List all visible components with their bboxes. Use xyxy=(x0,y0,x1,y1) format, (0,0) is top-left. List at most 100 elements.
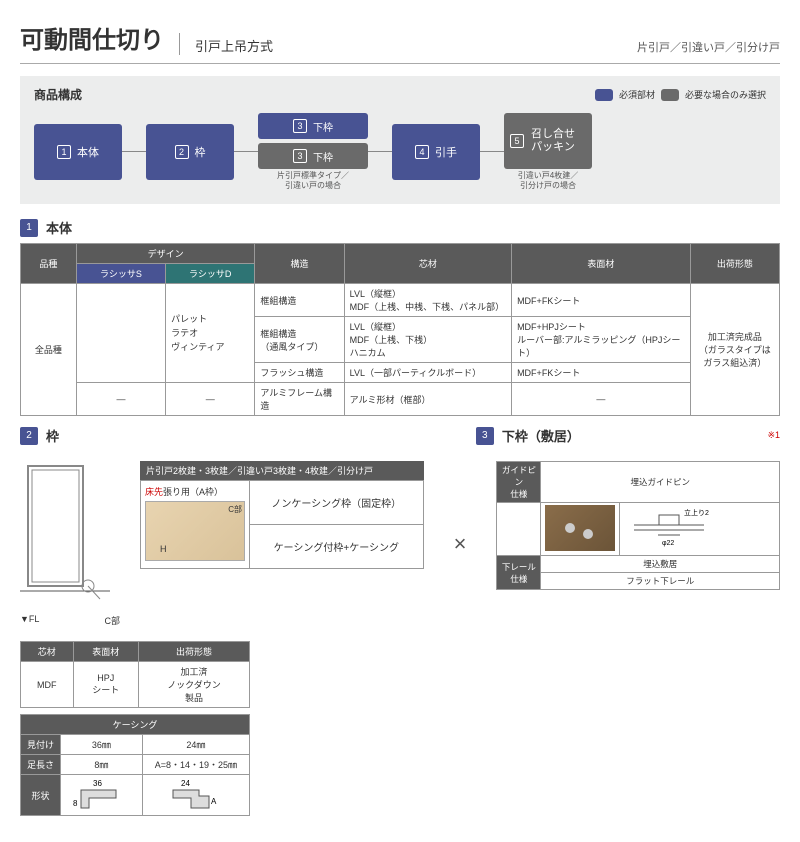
frame-opt-2: ケーシング付枠+ケーシング xyxy=(250,525,424,569)
rail-th-lower: 下レール 仕様 xyxy=(497,556,541,590)
yukasaki-red: 床先 xyxy=(145,487,163,497)
rail-section: ガイドピン 仕様 埋込ガイドピン 立上り2 φ22 xyxy=(496,461,780,590)
section-3-header: 3 下枠（敷居） ※1 xyxy=(476,426,780,445)
page-header: 可動間仕切り 引戸上吊方式 片引戸／引違い戸／引分け戸 xyxy=(20,20,780,64)
cell-k3: フラッシュ構造 xyxy=(255,363,344,383)
flow-box-1: 1本体 xyxy=(34,124,122,180)
section-2-label: 枠 xyxy=(46,426,59,445)
th-shinzai: 芯材 xyxy=(344,244,511,284)
mt-h1: 芯材 xyxy=(21,642,74,662)
frame-tables: 片引戸2枚建・3枚建／引違い戸3枚建・4枚建／引分け戸 床先張り用（A枠） C部… xyxy=(140,461,424,569)
section-3-label: 下枠（敷居） xyxy=(502,426,580,445)
th-hyoumen: 表面材 xyxy=(512,244,691,284)
cell-k4: アルミフレーム構造 xyxy=(255,383,344,416)
table-main-body: 品種 デザイン 構造 芯材 表面材 出荷形態 ラシッサS ラシッサD 全品種 パ… xyxy=(20,243,780,416)
casing-table: ケーシング 見付け 36㎜ 24㎜ 足長さ 8㎜ A=8・14・19・25㎜ 形… xyxy=(20,714,250,816)
badge-3: 3 xyxy=(476,427,494,445)
ct-r1v1: 36㎜ xyxy=(61,735,143,755)
rail-photo xyxy=(545,505,615,551)
cell-h2: MDF+HPJシート ルーバー部:アルミラッピング（HPJシート） xyxy=(512,317,691,363)
shape-1: 36 8 xyxy=(71,778,131,812)
frame-diagram: ▼FL C部 xyxy=(20,461,120,627)
cell-design-d: パレット ラテオ ヴィンティア xyxy=(166,284,255,383)
cell-h3: MDF+FKシート xyxy=(512,363,691,383)
cell-design-s-blank xyxy=(76,284,165,383)
ct-h: ケーシング xyxy=(21,715,250,735)
rail-th-guide: ガイドピン 仕様 xyxy=(497,462,541,503)
rail-r2: フラット下レール xyxy=(541,573,780,590)
badge-1: 1 xyxy=(20,219,38,237)
svg-text:8: 8 xyxy=(73,799,78,808)
times-icon: × xyxy=(444,531,477,557)
rail-cross-section: 立上り2 φ22 xyxy=(624,505,714,551)
svg-text:立上り2: 立上り2 xyxy=(684,508,709,517)
cell-h4: — xyxy=(512,383,691,416)
frame-opt-1: ノンケーシング枠（固定枠） xyxy=(250,480,424,525)
th-kouzou: 構造 xyxy=(255,244,344,284)
shape-2: 24 A xyxy=(161,778,231,812)
cell-k1: 框組構造 xyxy=(255,284,344,317)
caption-5: 引違い戸4枚建／ 引分け戸の場合 xyxy=(518,171,578,190)
cell-s3: LVL（一部パーティクルボード） xyxy=(344,363,511,383)
frame-svg xyxy=(20,461,110,611)
rail-r1: 埋込敷居 xyxy=(541,556,780,573)
ct-r1v2: 24㎜ xyxy=(142,735,249,755)
cell-s1: LVL（縦框） MDF（上桟、中桟、下桟、パネル部） xyxy=(344,284,511,317)
mt-c1: MDF xyxy=(21,662,74,708)
ct-r3: 形状 xyxy=(21,775,61,816)
svg-text:φ22: φ22 xyxy=(662,540,674,547)
cell-s4: アルミ形材（框部） xyxy=(344,383,511,416)
mt-h3: 出荷形態 xyxy=(138,642,249,662)
section-2-header: 2 枠 xyxy=(20,426,446,445)
caption-3: 片引戸標準タイプ／ 引違い戸の場合 xyxy=(277,171,349,190)
material-table: 芯材 表面材 出荷形態 MDF HPJ シート 加工済 ノックダウン 製品 xyxy=(20,641,250,708)
flow-box-2: 2枠 xyxy=(146,124,234,180)
section-1-header: 1 本体 xyxy=(20,218,780,237)
cbu-label: C部 xyxy=(105,614,121,627)
bottom-tables: 芯材 表面材 出荷形態 MDF HPJ シート 加工済 ノックダウン 製品 ケー… xyxy=(20,641,250,816)
ct-r1: 見付け xyxy=(21,735,61,755)
flow-box-3a: 3下枠 xyxy=(258,113,368,139)
legend-required: 必須部材 xyxy=(619,88,655,101)
flow-diagram: 1本体 2枠 3下枠 3下枠 片引戸標準タイプ／ 引違い戸の場合 4引手 5召し… xyxy=(34,113,766,190)
th-lasissa-d: ラシッサD xyxy=(166,264,255,284)
rail-table: ガイドピン 仕様 埋込ガイドピン 立上り2 φ22 xyxy=(496,461,780,590)
frame-tab-header: 片引戸2枚建・3枚建／引違い戸3枚建・4枚建／引分け戸 xyxy=(140,461,424,480)
cell-k2: 框組構造 （通風タイプ） xyxy=(255,317,344,363)
ct-r2: 足長さ xyxy=(21,755,61,775)
mt-h2: 表面材 xyxy=(73,642,138,662)
section-1-label: 本体 xyxy=(46,218,72,237)
cell-design-d2: — xyxy=(166,383,255,416)
ct-r2v2: A=8・14・19・25㎜ xyxy=(142,755,249,775)
th-lasissa-s: ラシッサS xyxy=(76,264,165,284)
page-subtitle: 引戸上吊方式 xyxy=(195,36,273,55)
svg-text:24: 24 xyxy=(181,779,190,788)
note-red: ※1 xyxy=(767,430,780,441)
legend: 必須部材 必要な場合のみ選択 xyxy=(595,88,766,101)
flow-box-5: 5召し合せ パッキン xyxy=(504,113,592,169)
th-shukka: 出荷形態 xyxy=(690,244,779,284)
page-title: 可動間仕切り xyxy=(20,20,164,55)
yukasaki-cell: 床先張り用（A枠） C部 H xyxy=(140,480,250,569)
divider xyxy=(179,33,180,55)
fl-label: ▼FL xyxy=(20,614,39,627)
badge-2: 2 xyxy=(20,427,38,445)
mt-c2: HPJ シート xyxy=(73,662,138,708)
swatch-optional xyxy=(661,89,679,101)
cell-h1: MDF+FKシート xyxy=(512,284,691,317)
svg-text:36: 36 xyxy=(93,779,102,788)
flow-box-3b: 3下枠 xyxy=(258,143,368,169)
cell-design-s: — xyxy=(76,383,165,416)
flow-box-4: 4引手 xyxy=(392,124,480,180)
th-design: デザイン xyxy=(76,244,255,264)
rail-h1: 埋込ガイドピン xyxy=(545,476,775,488)
legend-optional: 必要な場合のみ選択 xyxy=(685,88,766,101)
composition-panel: 商品構成 必須部材 必要な場合のみ選択 1本体 2枠 3下枠 3下枠 片引戸標準… xyxy=(20,76,780,204)
mt-c3: 加工済 ノックダウン 製品 xyxy=(138,662,249,708)
cell-shukka: 加工済完成品 （ガラスタイプは ガラス組込済） xyxy=(690,284,779,416)
cell-hinshu: 全品種 xyxy=(21,284,77,416)
svg-text:A: A xyxy=(211,797,217,806)
swatch-required xyxy=(595,89,613,101)
ct-r2v1: 8㎜ xyxy=(61,755,143,775)
composition-title: 商品構成 xyxy=(34,86,82,103)
